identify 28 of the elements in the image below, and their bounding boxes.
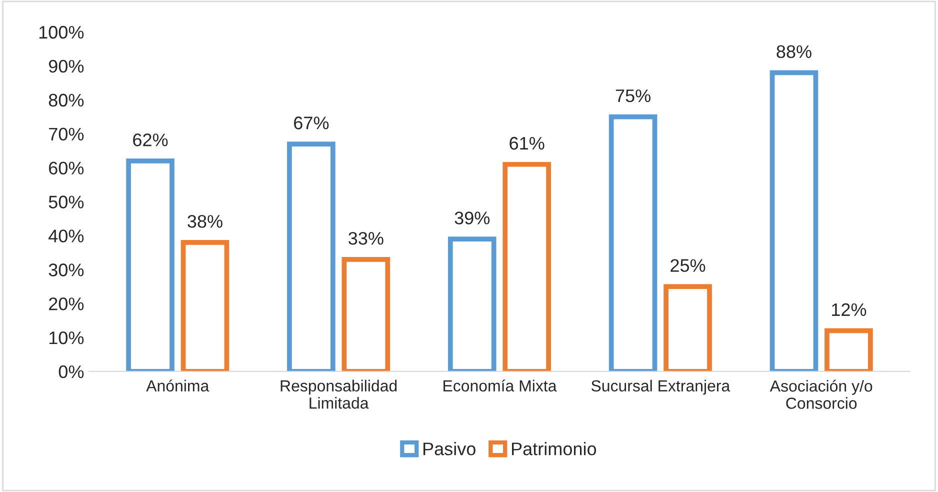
x-tick-label: Sucursal Extranjera — [591, 380, 730, 395]
x-tick-label: Responsabilidad Limitada — [280, 380, 397, 409]
data-label: 38% — [188, 214, 222, 228]
y-tick-label: 60% — [49, 162, 84, 174]
y-tick-label: 70% — [49, 128, 84, 141]
legend-label: Pasivo — [424, 442, 476, 456]
y-tick-label: 0% — [58, 365, 84, 378]
y-tick-label: 100% — [39, 26, 84, 39]
x-tick-label: Anónima — [146, 380, 210, 392]
x-tick-label: Economía Mixta — [444, 380, 557, 392]
data-label: 62% — [133, 134, 168, 146]
y-tick-label: 20% — [49, 298, 84, 310]
data-label: 67% — [294, 116, 329, 130]
data-label: 39% — [454, 212, 490, 224]
data-label: 33% — [348, 232, 384, 245]
data-label: 25% — [670, 259, 706, 272]
data-label: 61% — [510, 136, 544, 150]
legend-label: Patrimonio — [512, 442, 596, 456]
y-tick-label: 50% — [48, 196, 84, 208]
x-tick-label: Asociación y/o Consorcio — [770, 380, 872, 409]
y-tick-label: 10% — [49, 331, 84, 344]
data-label: 12% — [832, 303, 866, 316]
y-tick-label: 30% — [48, 264, 84, 276]
data-label: 88% — [776, 45, 812, 58]
y-tick-label: 80% — [48, 94, 84, 107]
y-tick-label: 90% — [48, 60, 84, 73]
data-label: 75% — [616, 89, 650, 102]
y-tick-label: 40% — [48, 230, 84, 242]
